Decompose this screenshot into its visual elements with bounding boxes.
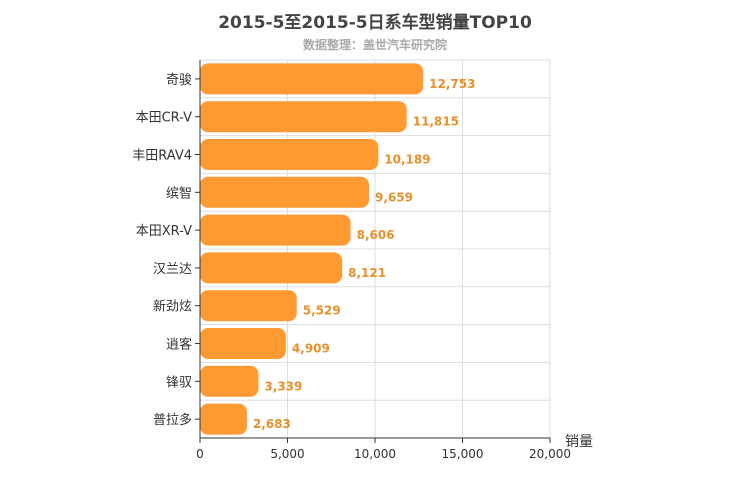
data-label: 10,189	[384, 153, 430, 167]
grid-layer	[199, 59, 551, 439]
y-tick-label: 缤智	[166, 185, 192, 201]
y-tick-label: 本田XR-V	[136, 224, 192, 239]
bar	[200, 290, 297, 322]
bar	[200, 214, 351, 246]
x-axis-name: 销量	[565, 434, 593, 450]
data-label: 2,683	[253, 417, 291, 431]
y-tick-label: 逍客	[166, 337, 192, 353]
x-tick-label: 0	[196, 447, 204, 461]
bar-layer: 12,753 11,815 10,189 9,659 8,606 8,121 5,529 4,…	[200, 63, 475, 435]
x-tick-label: 20,000	[529, 447, 571, 461]
bar	[200, 328, 286, 359]
data-label: 9,659	[375, 190, 413, 204]
data-label: 11,815	[413, 115, 459, 129]
chart-subtitle: 数据整理：盖世汽车研究院	[302, 38, 447, 52]
y-tick-label: 新劲炫	[153, 299, 192, 315]
bar	[200, 101, 407, 133]
bar	[200, 365, 259, 397]
y-tick-label: 锋驭	[166, 375, 192, 390]
y-tick-label: 汉兰达	[153, 262, 192, 277]
x-tick-label: 15,000	[442, 447, 484, 461]
y-tick-label: 普拉多	[153, 412, 192, 428]
data-label: 8,121	[348, 266, 386, 280]
bar	[200, 63, 424, 95]
x-tick-label: 10,000	[354, 447, 396, 461]
data-label: 8,606	[357, 228, 395, 242]
chart-title: 2015-5至2015-5日系车型销量TOP10	[218, 13, 532, 33]
data-label: 4,909	[292, 342, 330, 356]
y-tick-label: 奇骏	[166, 72, 192, 88]
y-tick-label: 丰田RAV4	[132, 149, 192, 164]
bar	[200, 139, 379, 170]
data-label: 3,339	[264, 379, 302, 393]
data-label: 5,529	[303, 304, 341, 318]
bar	[200, 403, 247, 435]
y-tick-label: 本田CR-V	[136, 111, 193, 126]
x-tick-label: 5,000	[270, 447, 304, 461]
bar	[200, 176, 370, 208]
data-label: 12,753	[429, 77, 475, 91]
bar	[200, 252, 343, 284]
